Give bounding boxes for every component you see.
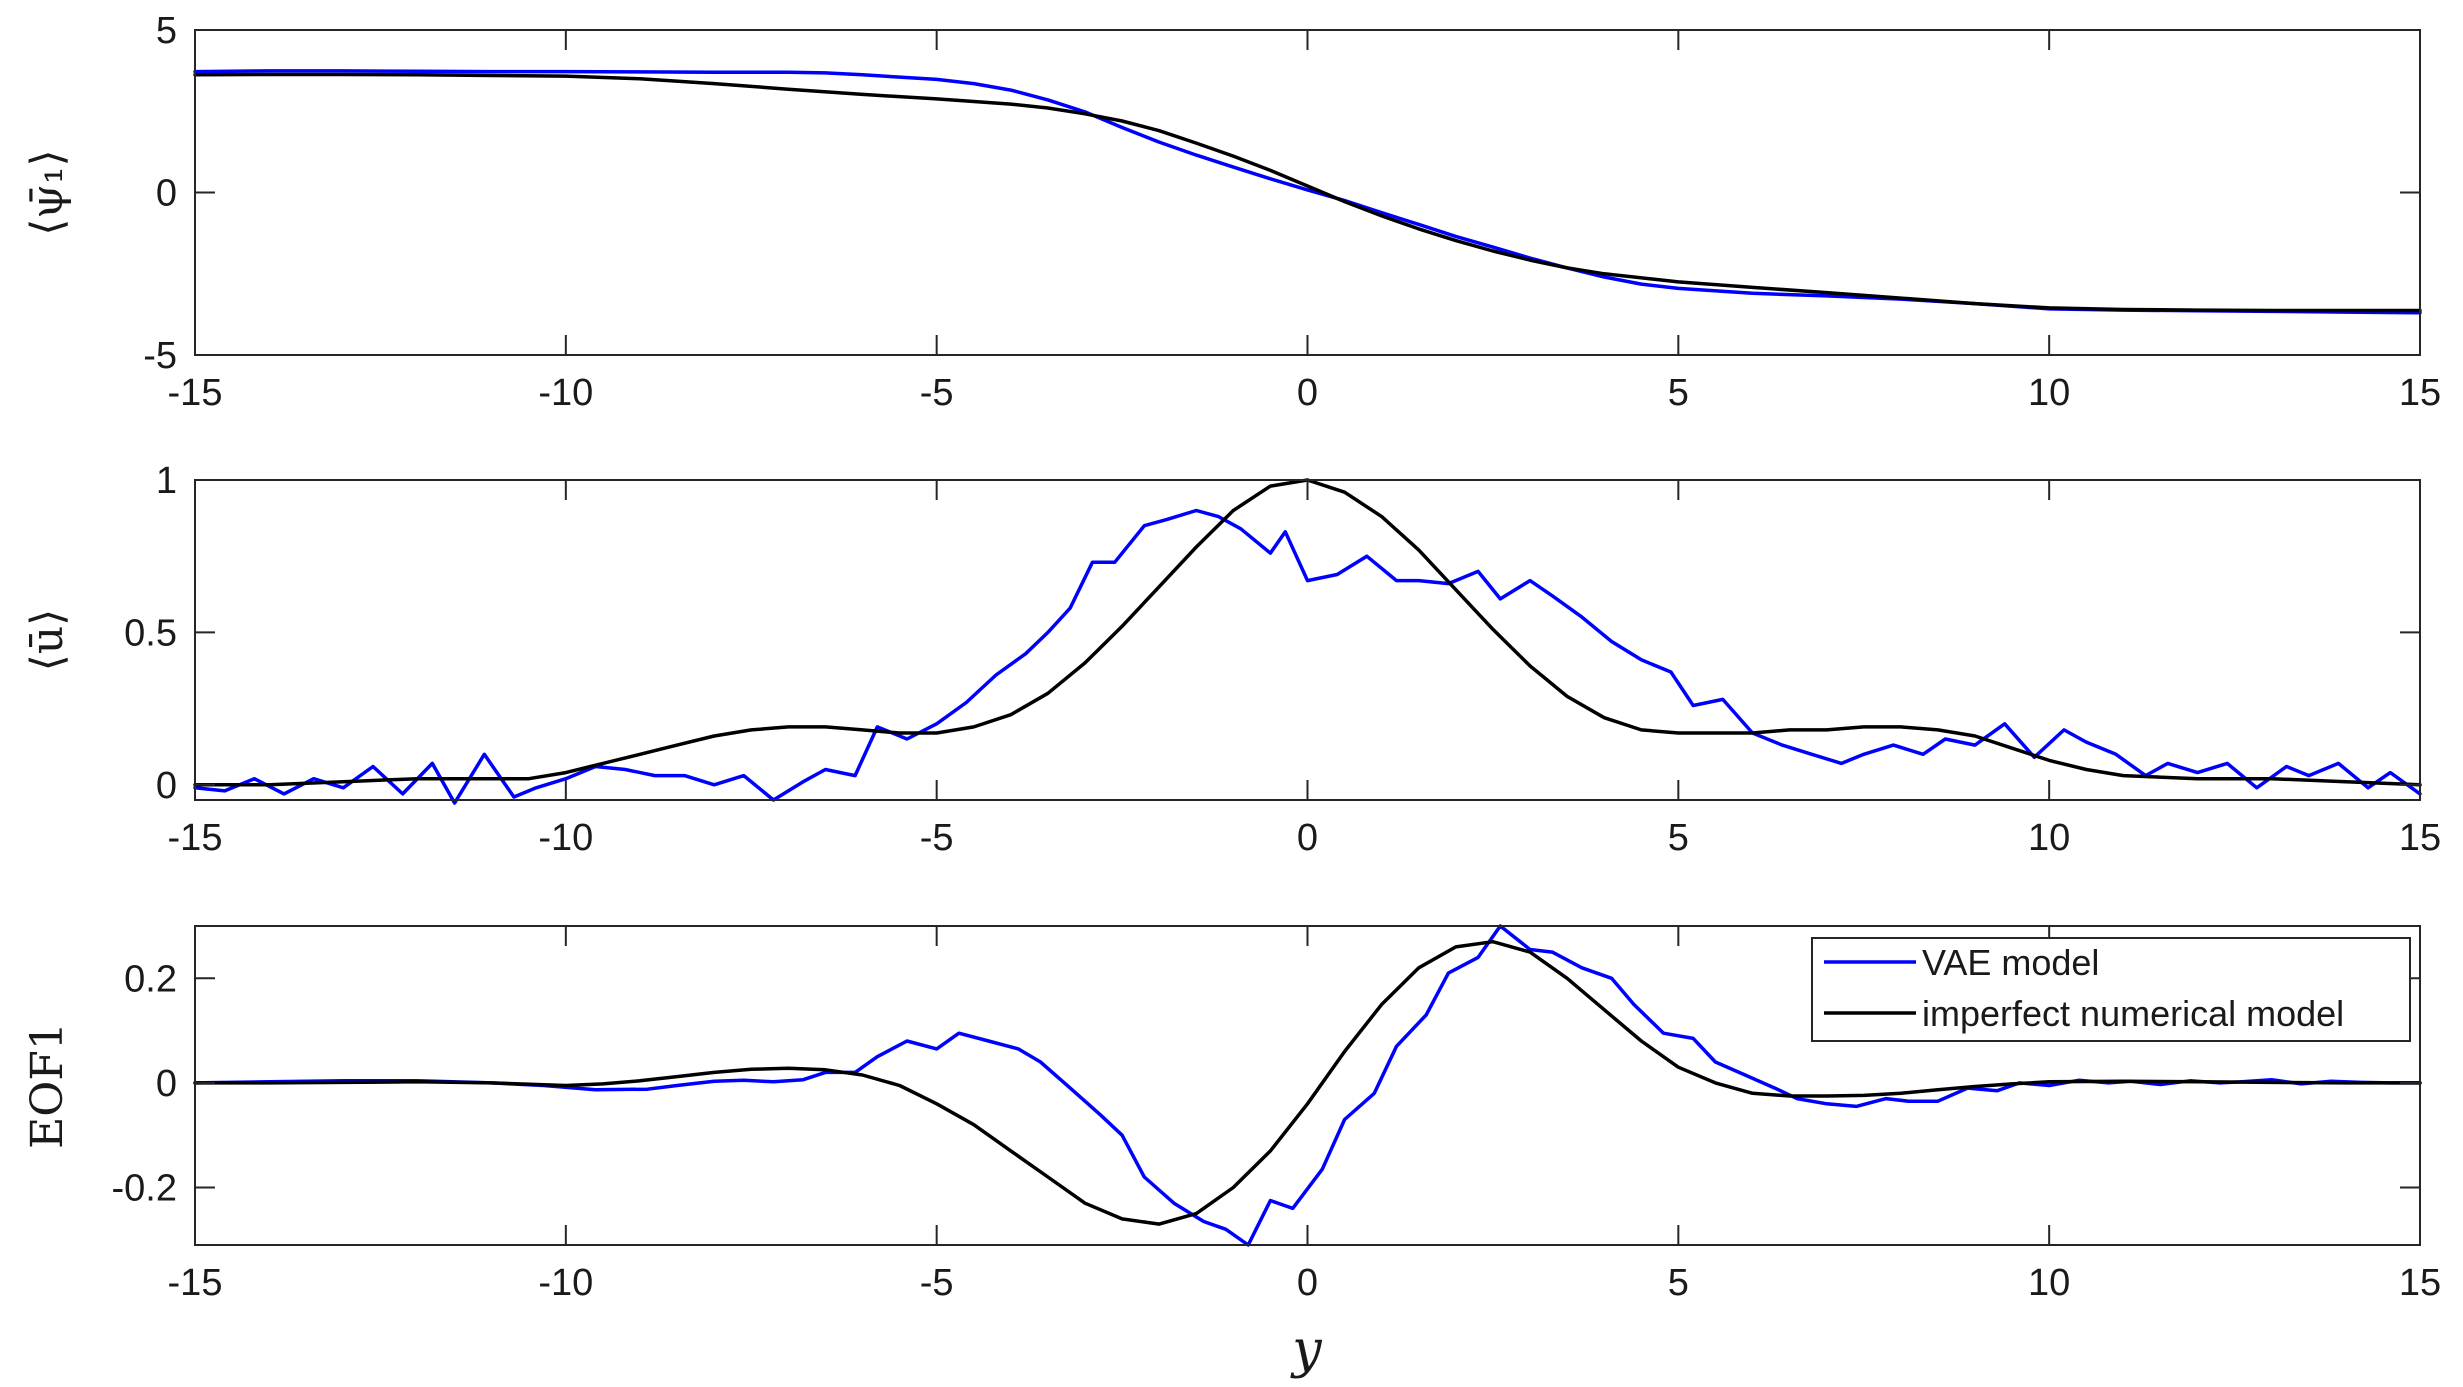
x-tick-label: -15 — [168, 1262, 223, 1304]
legend-box — [1811, 937, 2411, 1042]
axes-frame — [194, 479, 2421, 801]
panel-u-mean: -15 -10 -5 0 5 10 15 0 0.5 1 ⟨ū⟩ — [22, 460, 2441, 859]
x-tick-label: -10 — [538, 817, 593, 859]
legend: VAE model imperfect numerical model — [1811, 937, 2411, 1042]
x-tick-label: 10 — [2028, 1262, 2070, 1304]
x-tick-label: 10 — [2028, 372, 2070, 414]
y-tick-label: 5 — [156, 10, 177, 52]
x-tick-label: -10 — [538, 372, 593, 414]
x-axis-label: y — [1290, 1320, 1322, 1380]
legend-numerical-label: imperfect numerical model — [1922, 993, 2344, 1034]
x-tick-label: 5 — [1668, 1262, 1689, 1304]
axes-frame — [194, 29, 2421, 356]
x-tick-label: -5 — [920, 372, 954, 414]
x-tick-label: -5 — [920, 817, 954, 859]
legend-vae-label: VAE model — [1922, 942, 2099, 983]
x-tick-label: 5 — [1668, 372, 1689, 414]
y-tick-label: 0.2 — [124, 958, 177, 1000]
x-tick-label: -15 — [168, 817, 223, 859]
x-tick-label: 10 — [2028, 817, 2070, 859]
series-line-imperfect-numerical-model — [193, 478, 2422, 787]
y-tick-label: 1 — [156, 460, 177, 502]
y-tick-label: -0.2 — [112, 1167, 177, 1209]
x-tick-label: 15 — [2399, 817, 2441, 859]
x-tick-label: -10 — [538, 1262, 593, 1304]
y-tick-label: 0 — [156, 1063, 177, 1105]
y-tick-label: 0 — [156, 173, 177, 215]
series-line-imperfect-numerical-model — [193, 72, 2422, 313]
y-tick-label: -5 — [143, 335, 177, 377]
x-tick-label: -15 — [168, 372, 223, 414]
panel-eof1: -15 -10 -5 0 5 10 15 -0.2 0 0.2 EOF1 — [22, 924, 2441, 1304]
x-tick-label: 0 — [1297, 1262, 1318, 1304]
y-tick-label: 0 — [156, 765, 177, 807]
x-tick-label: 0 — [1297, 817, 1318, 859]
y-tick-label: 0.5 — [124, 612, 177, 654]
x-tick-label: 0 — [1297, 372, 1318, 414]
y-axis-label: ⟨ψ̄₁⟩ — [22, 149, 73, 235]
y-axis-label: ⟨ū⟩ — [22, 609, 73, 672]
x-tick-label: 5 — [1668, 817, 1689, 859]
series-line-imperfect-numerical-model — [193, 939, 2422, 1226]
y-axis-label: EOF1 — [22, 1022, 73, 1149]
x-tick-label: 15 — [2399, 372, 2441, 414]
x-tick-label: -5 — [920, 1262, 954, 1304]
panel-psi1-mean: -15 -10 -5 0 5 10 15 -5 0 5 ⟨ψ̄₁⟩ — [22, 10, 2441, 414]
series-line-vae-model — [193, 508, 2422, 805]
series-line-vae-model — [193, 69, 2422, 315]
x-tick-label: 15 — [2399, 1262, 2441, 1304]
